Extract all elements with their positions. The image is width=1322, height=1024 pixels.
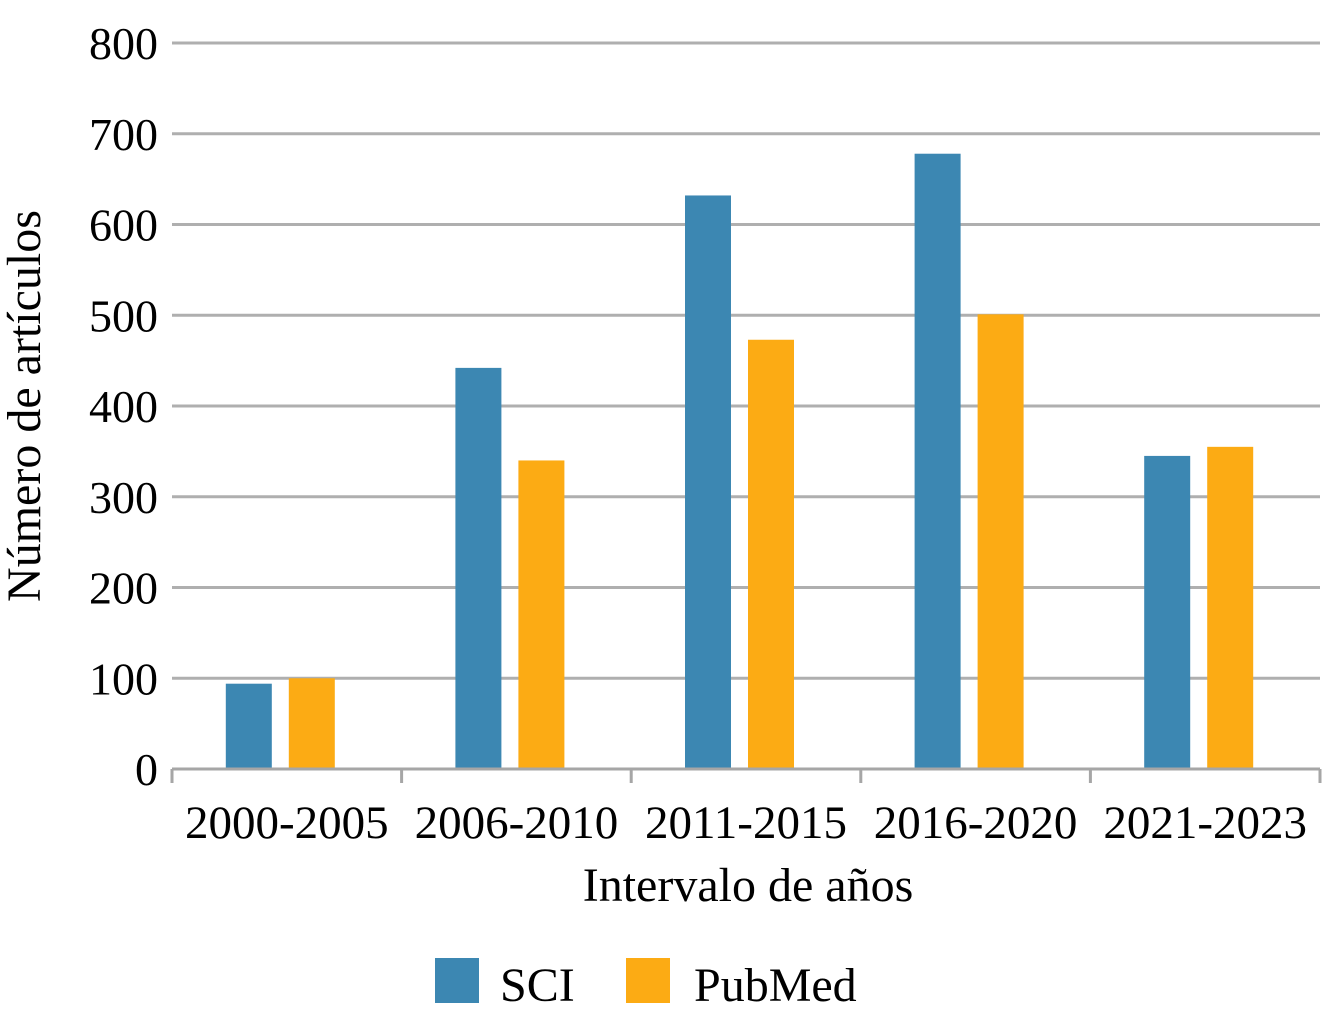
bar-pubmed-2011-2015	[748, 339, 794, 769]
x-tick-label-2006-2010: 2006-2010	[415, 797, 619, 849]
x-axis-title: Intervalo de años	[583, 859, 914, 912]
bar-pubmed-2021-2023	[1207, 446, 1254, 769]
y-tick-label-600: 600	[89, 200, 158, 251]
y-tick-label-0: 0	[135, 744, 158, 795]
bar-sci-2006-2010	[455, 367, 502, 769]
y-tick-label-400: 400	[89, 381, 158, 432]
x-tick-label-2000-2005: 2000-2005	[185, 797, 389, 849]
y-tick-label-500: 500	[89, 290, 158, 341]
y-tick-label-800: 800	[89, 18, 158, 69]
bar-sci-2016-2020	[914, 153, 961, 770]
bar-pubmed-2006-2010	[518, 460, 565, 769]
bar-sci-2000-2005	[225, 683, 272, 769]
bar-pubmed-2016-2020	[977, 314, 1024, 769]
bar-pubmed-2000-2005	[288, 678, 335, 769]
legend-swatch-pubmed	[626, 958, 670, 1003]
x-tick-label-2016-2020: 2016-2020	[874, 797, 1078, 849]
legend-swatch-sci	[435, 958, 479, 1003]
x-tick-label-2011-2015: 2011-2015	[645, 797, 847, 849]
y-tick-label-700: 700	[89, 109, 158, 160]
x-tick-label-2021-2023: 2021-2023	[1103, 797, 1307, 849]
y-axis-title: Número de artículos	[0, 210, 51, 602]
y-tick-label-200: 200	[89, 563, 158, 614]
legend-label-sci: SCI	[500, 959, 575, 1012]
y-tick-label-100: 100	[89, 653, 158, 704]
y-tick-label-300: 300	[89, 472, 158, 523]
bar-sci-2021-2023	[1144, 455, 1191, 769]
legend-label-pubmed: PubMed	[694, 959, 857, 1012]
bar-sci-2011-2015	[685, 195, 731, 769]
